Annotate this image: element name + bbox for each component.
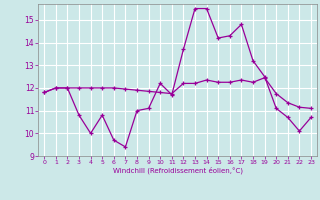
X-axis label: Windchill (Refroidissement éolien,°C): Windchill (Refroidissement éolien,°C): [113, 167, 243, 174]
